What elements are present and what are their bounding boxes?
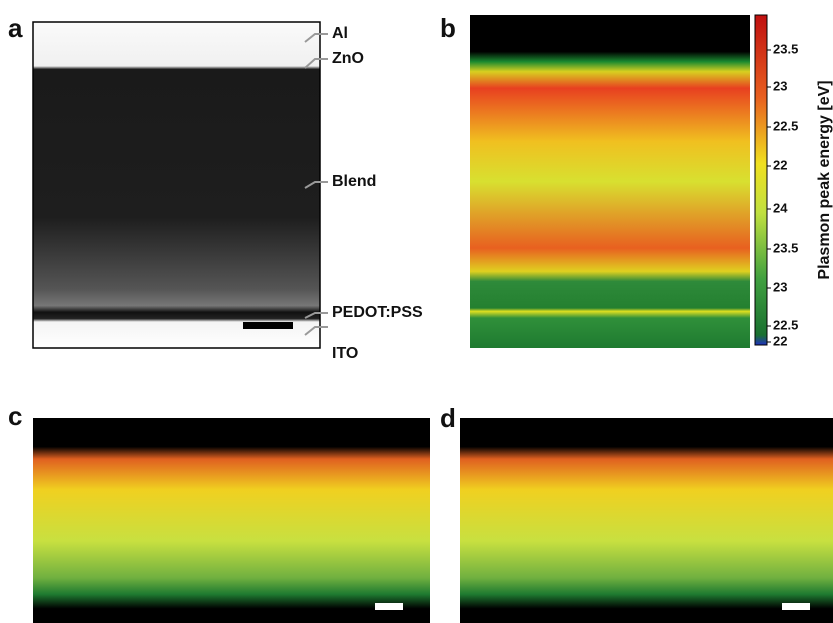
panel-label: b bbox=[440, 13, 456, 43]
tick-label: 22 bbox=[773, 333, 787, 348]
layer-label: PEDOT:PSS bbox=[332, 304, 423, 321]
energy-map bbox=[33, 418, 430, 623]
panel-label: a bbox=[8, 13, 23, 43]
tick-label: 23.5 bbox=[773, 240, 798, 255]
panel-label: c bbox=[8, 401, 22, 431]
layer-label: ZnO bbox=[332, 50, 364, 67]
tick-label: 23.5 bbox=[773, 41, 798, 56]
layer-label: Al bbox=[332, 25, 348, 42]
layer-label: Blend bbox=[332, 173, 376, 190]
scale-bar bbox=[243, 322, 293, 329]
tick-label: 22.5 bbox=[773, 317, 798, 332]
panel-label: d bbox=[440, 403, 456, 433]
tick-label: 24 bbox=[773, 200, 788, 215]
scale-bar bbox=[375, 603, 403, 610]
colorbar bbox=[754, 14, 768, 346]
energy-map bbox=[470, 15, 750, 348]
tick-label: 23 bbox=[773, 78, 787, 93]
scale-bar bbox=[782, 603, 810, 610]
layer-label: ITO bbox=[332, 345, 358, 362]
tem-image bbox=[32, 21, 321, 349]
tick-label: 22 bbox=[773, 157, 787, 172]
tick-label: 23 bbox=[773, 279, 787, 294]
leader-lines bbox=[304, 33, 328, 336]
tick-label: 22.5 bbox=[773, 118, 798, 133]
energy-map bbox=[460, 418, 833, 623]
colorbar-title: Plasmon peak energy [eV] bbox=[816, 80, 833, 279]
